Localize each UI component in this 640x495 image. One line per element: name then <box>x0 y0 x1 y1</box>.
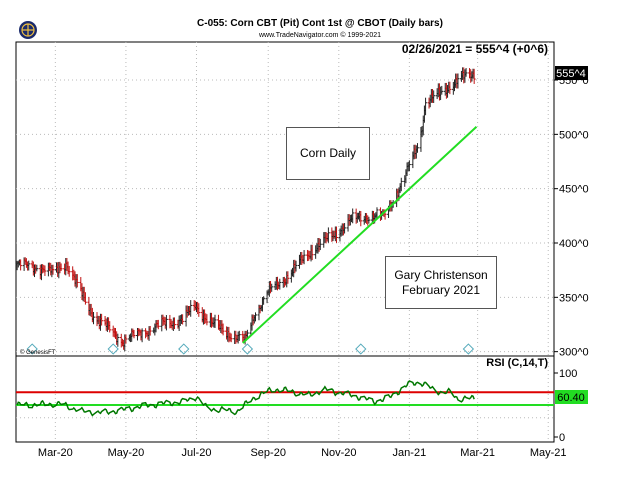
x-tick-label: Sep-20 <box>250 447 285 459</box>
event-marker-icon <box>107 343 119 355</box>
rsi-line <box>16 380 475 417</box>
rsi-tick-label: 100 <box>559 368 577 380</box>
event-marker-icon <box>178 343 190 355</box>
event-marker-icon <box>462 343 475 355</box>
y-tick-label: 300^0 <box>559 347 589 359</box>
x-tick-label: Mar-21 <box>460 447 495 459</box>
y-tick-label: 500^0 <box>559 129 589 141</box>
x-tick-label: Nov-20 <box>321 447 356 459</box>
rsi-marker-bg <box>555 390 588 404</box>
y-tick-label: 400^0 <box>559 238 589 250</box>
annotation-box-corn: Corn Daily <box>286 127 370 180</box>
y-tick-label: 350^0 <box>559 292 589 304</box>
event-marker-icon <box>241 343 254 355</box>
price-marker: 555^4 <box>556 68 586 80</box>
annotation-author-name: Gary Christenson <box>394 267 488 282</box>
x-tick-label: Jan-21 <box>393 447 427 459</box>
x-tick-label: May-21 <box>530 447 567 459</box>
chart-subtitle: www.TradeNavigator.com © 1999-2021 <box>258 31 381 39</box>
x-tick-label: Jul-20 <box>182 447 212 459</box>
rsi-label: RSI (C,14,T) <box>486 357 548 369</box>
rsi-tick-label: 0 <box>559 432 565 444</box>
chart-title: C-055: Corn CBT (Pit) Cont 1st @ CBOT (D… <box>197 18 443 29</box>
price-bars <box>15 67 476 352</box>
event-markers <box>26 343 475 355</box>
annotation-text-corn: Corn Daily <box>299 146 356 160</box>
x-tick-label: Mar-20 <box>38 447 73 459</box>
y-tick-label: 450^0 <box>559 184 589 196</box>
x-tick-label: May-20 <box>108 447 145 459</box>
annotation-author-date: February 2021 <box>401 282 481 297</box>
tradenavigator-logo <box>19 21 37 39</box>
axis-ticks: Mar-20 May-20 Jul-20 Sep-20 Nov-20 Jan-21 Mar-… <box>38 75 589 459</box>
rsi-marker: 60.40 <box>557 392 585 404</box>
event-marker-icon <box>355 343 367 355</box>
grid <box>16 42 554 442</box>
event-marker-icon <box>26 343 38 355</box>
last-price-label: 02/26/2021 = 555^4 (+0^6) <box>402 42 548 56</box>
chart-frame <box>15 41 555 443</box>
price-marker-bg <box>555 66 588 80</box>
genesis-credit: © GenesisFT <box>20 349 56 356</box>
annotation-box-author: Gary Christenson February 2021 <box>385 256 497 309</box>
trendline <box>242 126 478 344</box>
